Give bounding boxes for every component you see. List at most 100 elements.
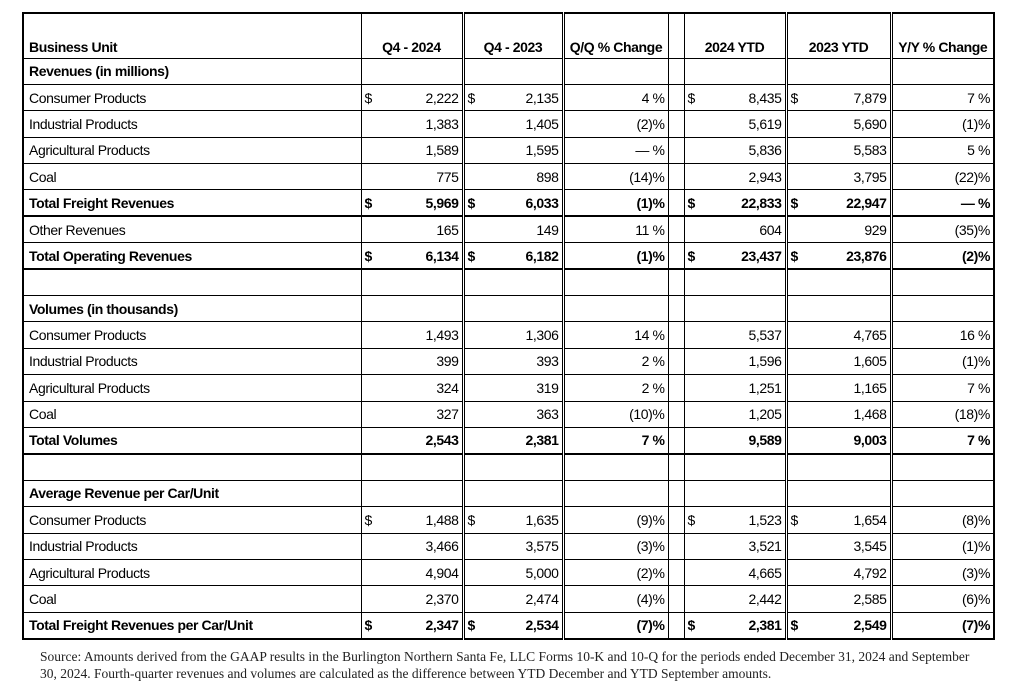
value-cell: $1,635 [463,506,565,534]
value-box: $23,876 [791,248,887,264]
value-cell: 4,792 [786,558,893,587]
value-cell: 149 [463,215,565,244]
percent-change: (6)% [962,591,990,607]
section-row: Revenues (in millions) [23,57,994,85]
blank-cell [361,268,465,297]
value-box: 2,585 [791,591,886,607]
percent-change: (14)% [629,168,665,185]
blank-cell [23,453,362,481]
spacer-cell [668,242,685,271]
data-row: Agricultural Products 324 319 2 % 1,251 1,165… [23,374,994,402]
blank-cell [361,479,465,508]
row-label: Total Freight Revenues [23,189,362,218]
value-cell: 2,943 [684,163,788,191]
amount: 6,182 [525,247,559,264]
amount: 165 [436,221,459,238]
value-cell: $2,381 [684,611,788,640]
value-box: 1,306 [468,327,558,343]
percent-change: (1)% [962,538,990,555]
row-label: Total Volumes [23,426,362,455]
value-cell: 7 % [563,426,669,455]
value-box: $22,833 [688,195,782,211]
row-label: Coal [23,400,362,428]
amount: 1,523 [748,511,782,528]
value-box: 2,370 [365,591,458,607]
data-row: Consumer Products $2,222 $2,135 4 % $8,435 $7… [23,83,994,112]
data-row: Coal 2,370 2,474 (4)% 2,442 2,585 (6)% [23,585,994,613]
value-box: 3,521 [688,538,781,554]
data-row: Industrial Products 1,383 1,405 (2)% 5,619 5,… [23,110,994,138]
value-cell: $2,222 [361,83,465,112]
value-cell: $2,135 [463,83,565,112]
amount: 4,765 [853,327,887,344]
value-cell: $1,654 [786,506,893,534]
amount: 3,545 [853,538,887,555]
value-box: 3,466 [365,538,458,554]
value-box: $23,437 [688,248,782,264]
blank-cell [684,57,788,85]
percent-change: (10)% [629,406,665,423]
value-cell: (2)% [563,558,669,587]
percent-change: 4 % [641,89,665,106]
value-cell: $2,534 [463,611,565,640]
amount: 1,383 [425,115,459,132]
value-cell: 898 [463,163,565,191]
row-label: Coal [23,163,362,191]
amount: 393 [536,353,559,370]
spacer-cell [668,12,685,59]
percent-change: 7 % [641,432,665,449]
value-cell: 3,521 [684,532,788,560]
percent-change: (9)% [636,511,665,528]
amount: 23,876 [846,247,887,264]
value-box: $6,134 [365,248,459,264]
amount: 4,665 [748,564,782,581]
data-row: Total Operating Revenues $6,134 $6,182 (1)%… [23,242,994,271]
percent-change: 2 % [641,353,665,370]
currency-symbol: $ [364,247,373,264]
percent-change: 2 % [641,379,665,396]
value-cell: 11 % [563,215,669,244]
percent-change: (1)% [636,194,665,211]
row-label: Other Revenues [23,215,362,244]
amount: 22,947 [846,194,887,211]
row-label: Agricultural Products [23,558,362,587]
blank-row [23,453,994,481]
value-cell: 4,665 [684,558,788,587]
value-cell: 2,543 [361,426,465,455]
amount: 1,468 [853,406,887,423]
percent-change: (35)% [954,221,991,238]
value-cell: 363 [463,400,565,428]
amount: 4,792 [853,564,887,581]
percent-change: (18)% [954,406,991,423]
blank-cell [463,453,565,481]
percent-change: 5 % [967,142,990,159]
row-label: Consumer Products [23,506,362,534]
value-box: 1,595 [468,142,558,158]
amount: 1,205 [748,406,782,423]
currency-symbol: $ [687,617,696,634]
spacer-cell [668,532,685,560]
blank-cell [786,479,893,508]
percent-change: (8)% [962,511,990,528]
value-cell: 1,589 [361,136,465,165]
value-box: $1,635 [468,512,559,528]
column-header: Q4 - 2024 [361,12,465,59]
column-header: 2023 YTD [786,12,893,59]
value-box: 5,690 [791,116,886,132]
spacer-cell [668,506,685,534]
value-box: 165 [365,222,459,238]
value-cell: 2,381 [463,426,565,455]
value-cell: (7)% [563,611,669,640]
percent-change: 16 % [959,327,991,344]
value-cell: 2,370 [361,585,465,613]
currency-symbol: $ [790,194,799,211]
percent-change: (22)% [954,168,991,185]
value-box: 327 [365,406,459,422]
value-cell: 5,000 [463,558,565,587]
percent-change: — % [635,142,665,159]
currency-symbol: $ [364,194,373,211]
section-row: Volumes (in thousands) [23,295,994,323]
value-cell: (22)% [891,163,994,191]
value-cell: 775 [361,163,465,191]
value-box: 3,545 [791,538,887,555]
